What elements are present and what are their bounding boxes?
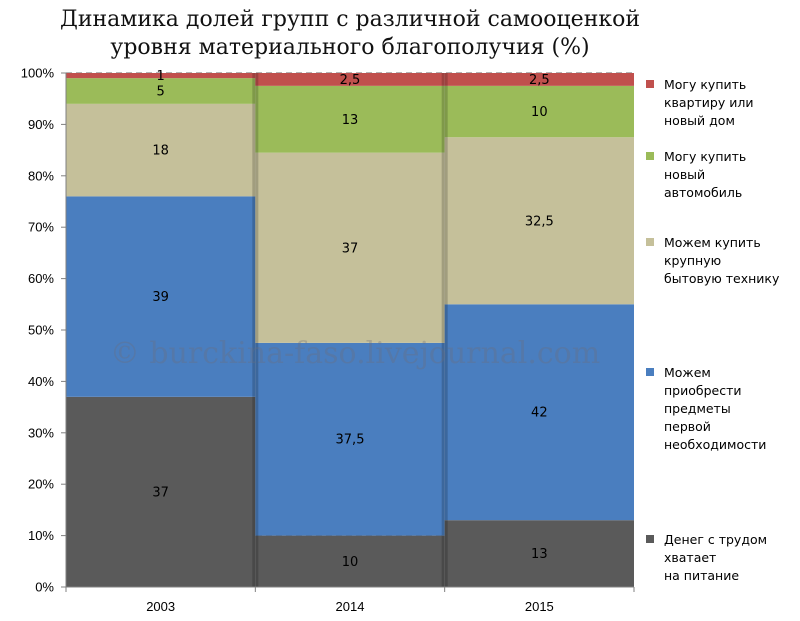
legend-label: Денег с трудом хватает на питание <box>664 532 768 583</box>
bar-segment <box>66 396 256 587</box>
x-tick-label: 2003 <box>146 599 175 614</box>
y-tick-label: 90% <box>28 117 54 132</box>
y-tick-label: 40% <box>28 374 54 389</box>
bar-segment <box>444 85 634 138</box>
bar-separator <box>441 73 448 587</box>
watermark: © burckina-faso.livejournal.com <box>109 336 601 371</box>
legend-label: Можем купить крупную бытовую технику <box>664 235 780 286</box>
legend-swatch <box>646 238 654 246</box>
data-label: 5 <box>157 84 165 99</box>
y-tick-label: 100% <box>21 66 55 81</box>
data-label: 10 <box>342 555 359 570</box>
data-label: 39 <box>152 290 169 305</box>
bar-segment <box>255 85 445 153</box>
chart-title-line-2: уровня материального благополучия (%) <box>110 35 590 60</box>
data-label: 32,5 <box>525 214 554 229</box>
legend-swatch <box>646 535 654 543</box>
bar-segment <box>444 520 634 587</box>
legend-label: Можем приобрести предметы первой необходимос… <box>664 365 767 452</box>
data-label: 42 <box>531 406 548 421</box>
bar-segment <box>444 137 634 305</box>
y-tick-label: 80% <box>28 168 54 183</box>
data-label: 2,5 <box>529 73 550 88</box>
data-label: 1 <box>157 69 165 84</box>
legend-swatch <box>646 80 654 88</box>
bar-segment <box>255 73 445 86</box>
chart-title-line-1: Динамика долей групп с различной самооце… <box>59 7 641 32</box>
legend-label: Могу купить новый автомобиль <box>664 149 747 200</box>
bar-segment <box>444 304 634 521</box>
data-label: 37 <box>152 485 169 500</box>
bar-segment <box>444 73 634 86</box>
y-tick-label: 20% <box>28 477 54 492</box>
y-tick-label: 60% <box>28 271 54 286</box>
bar-segment <box>66 73 256 79</box>
y-tick-label: 70% <box>28 220 54 235</box>
x-tick-label: 2014 <box>336 599 365 614</box>
data-label: 37,5 <box>336 433 365 448</box>
bar-segment <box>255 535 445 587</box>
bar-segment <box>255 342 445 536</box>
x-tick-label: 2015 <box>525 599 554 614</box>
bar-separator <box>252 73 259 587</box>
data-label: 10 <box>531 105 548 120</box>
y-tick-label: 10% <box>28 528 54 543</box>
data-label: 13 <box>531 547 548 562</box>
data-label: 18 <box>152 144 169 159</box>
legend-label: Могу купить квартиру или новый дом <box>664 77 754 128</box>
bar-segment <box>66 78 256 104</box>
y-tick-label: 50% <box>28 323 54 338</box>
data-label: 37 <box>342 241 359 256</box>
chart-title: Динамика долей групп с различной самооце… <box>0 6 700 62</box>
bar-segment <box>66 103 256 197</box>
y-tick-label: 0% <box>35 580 54 595</box>
bar-segment <box>66 196 256 397</box>
legend-swatch <box>646 152 654 160</box>
bar-segment <box>255 152 445 343</box>
y-tick-label: 30% <box>28 425 54 440</box>
data-label: 2,5 <box>340 73 361 88</box>
data-label: 13 <box>342 113 359 128</box>
legend-swatch <box>646 368 654 376</box>
